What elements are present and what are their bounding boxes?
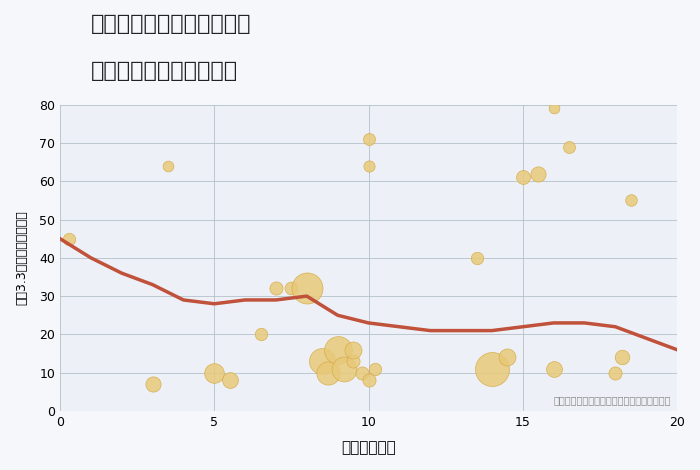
X-axis label: 駅距離（分）: 駅距離（分） <box>341 440 396 455</box>
Text: 駅距離別中古戸建て価格: 駅距離別中古戸建て価格 <box>91 61 238 81</box>
Point <box>162 162 174 170</box>
Point <box>347 346 358 353</box>
Point <box>486 365 498 373</box>
Text: 兵庫県豊岡市日高町夏栗の: 兵庫県豊岡市日高町夏栗の <box>91 14 251 34</box>
Text: 円の大きさは、取引のあった物件面積を示す: 円の大きさは、取引のあった物件面積を示す <box>554 395 671 405</box>
Point <box>548 105 559 112</box>
Point <box>332 346 343 353</box>
Point <box>517 173 528 181</box>
Point <box>610 369 621 376</box>
Point <box>625 196 636 204</box>
Point <box>564 143 575 150</box>
Point <box>347 358 358 365</box>
Point <box>301 285 312 292</box>
Y-axis label: 坪（3.3㎡）単価（万円）: 坪（3.3㎡）単価（万円） <box>15 211 28 305</box>
Point <box>363 162 374 170</box>
Point <box>64 235 75 243</box>
Point <box>616 353 627 361</box>
Point <box>533 170 544 177</box>
Point <box>357 369 368 376</box>
Point <box>209 369 220 376</box>
Point <box>369 365 380 373</box>
Point <box>316 358 328 365</box>
Point <box>255 331 266 338</box>
Point <box>147 380 158 388</box>
Point <box>224 376 235 384</box>
Point <box>548 365 559 373</box>
Point <box>323 369 334 376</box>
Point <box>286 285 297 292</box>
Point <box>363 135 374 143</box>
Point <box>363 376 374 384</box>
Point <box>502 353 513 361</box>
Point <box>270 285 281 292</box>
Point <box>471 254 482 262</box>
Point <box>338 365 349 373</box>
